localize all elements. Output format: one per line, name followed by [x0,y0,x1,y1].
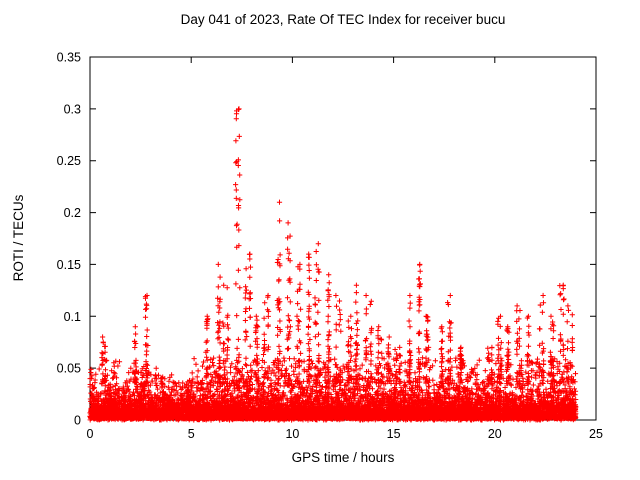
x-tick-label: 25 [589,427,603,441]
x-tick-label: 10 [285,427,299,441]
y-tick-label: 0.05 [57,362,81,376]
y-axis-label: ROTI / TECUs [11,194,26,282]
x-tick-label: 5 [188,427,195,441]
x-tick-label: 15 [387,427,401,441]
scatter-points [87,106,579,423]
y-tick-label: 0.15 [57,258,81,272]
y-tick-label: 0 [74,414,81,428]
y-tick-label: 0.3 [64,102,81,116]
y-tick-label: 0.2 [64,206,81,220]
chart-title: Day 041 of 2023, Rate Of TEC Index for r… [180,12,506,27]
y-tick-label: 0.35 [57,51,81,65]
y-tick-label: 0.25 [57,154,81,168]
y-tick-label: 0.1 [64,310,81,324]
x-tick-label: 20 [488,427,502,441]
x-tick-label: 0 [87,427,94,441]
x-axis-label: GPS time / hours [291,450,395,465]
